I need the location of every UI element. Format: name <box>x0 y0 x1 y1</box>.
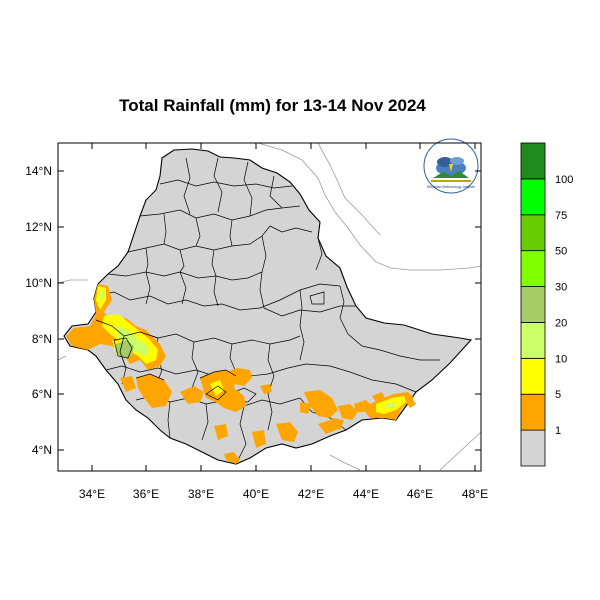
x-tick-label: 34°E <box>79 487 105 501</box>
y-axis <box>58 170 481 451</box>
y-tick-label: 6°N <box>32 387 52 401</box>
legend-label: 75 <box>555 210 567 222</box>
x-tick-label: 36°E <box>133 487 159 501</box>
legend-label: 20 <box>555 317 567 329</box>
y-tick-label: 4°N <box>32 443 52 457</box>
y-tick-label: 12°N <box>25 220 52 234</box>
x-tick-label: 48°E <box>462 487 488 501</box>
legend-label: 100 <box>555 174 573 186</box>
map-panel: Ethiopian Meteorology Institute 14°N 12°… <box>25 138 488 501</box>
legend-swatch <box>520 178 546 216</box>
x-axis <box>91 143 476 471</box>
legend-label: 10 <box>555 353 567 365</box>
meteorology-institute-logo: Ethiopian Meteorology Institute <box>423 138 479 194</box>
x-tick-label: 44°E <box>353 487 379 501</box>
y-tick-label: 8°N <box>32 332 52 346</box>
legend-swatch <box>520 142 546 180</box>
map-title: Total Rainfall (mm) for 13-14 Nov 2024 <box>119 96 426 115</box>
x-tick-label: 46°E <box>407 487 433 501</box>
legend-label: 5 <box>555 389 561 401</box>
rainfall-shading <box>66 284 416 464</box>
legend-swatch <box>520 357 546 395</box>
x-tick-label: 38°E <box>188 487 214 501</box>
legend-swatch <box>520 250 546 287</box>
legend-label: 1 <box>555 425 561 437</box>
rainfall-10-20mm <box>99 290 396 408</box>
y-tick-label: 14°N <box>25 164 52 178</box>
y-tick-labels: 14°N 12°N 10°N 8°N 6°N 4°N <box>25 164 52 457</box>
x-tick-label: 40°E <box>243 487 269 501</box>
legend-swatch <box>520 393 546 431</box>
map-frame <box>57 142 482 472</box>
legend-label: 50 <box>555 246 567 258</box>
legend-swatch <box>520 429 546 467</box>
legend-label: 30 <box>555 282 567 294</box>
legend-colorbar <box>520 142 546 467</box>
legend-labels: 1 5 10 20 30 50 75 100 <box>555 174 573 437</box>
x-tick-label: 42°E <box>298 487 324 501</box>
legend-swatch <box>520 322 546 359</box>
logo-caption: Ethiopian Meteorology Institute <box>427 185 475 189</box>
admin-borders-overlay <box>95 319 237 401</box>
legend-swatch <box>520 214 546 252</box>
x-tick-labels: 34°E 36°E 38°E 40°E 42°E 44°E 46°E 48°E <box>79 487 488 501</box>
legend-swatch <box>520 286 546 323</box>
y-tick-label: 10°N <box>25 276 52 290</box>
neighbour-borders <box>57 142 482 471</box>
